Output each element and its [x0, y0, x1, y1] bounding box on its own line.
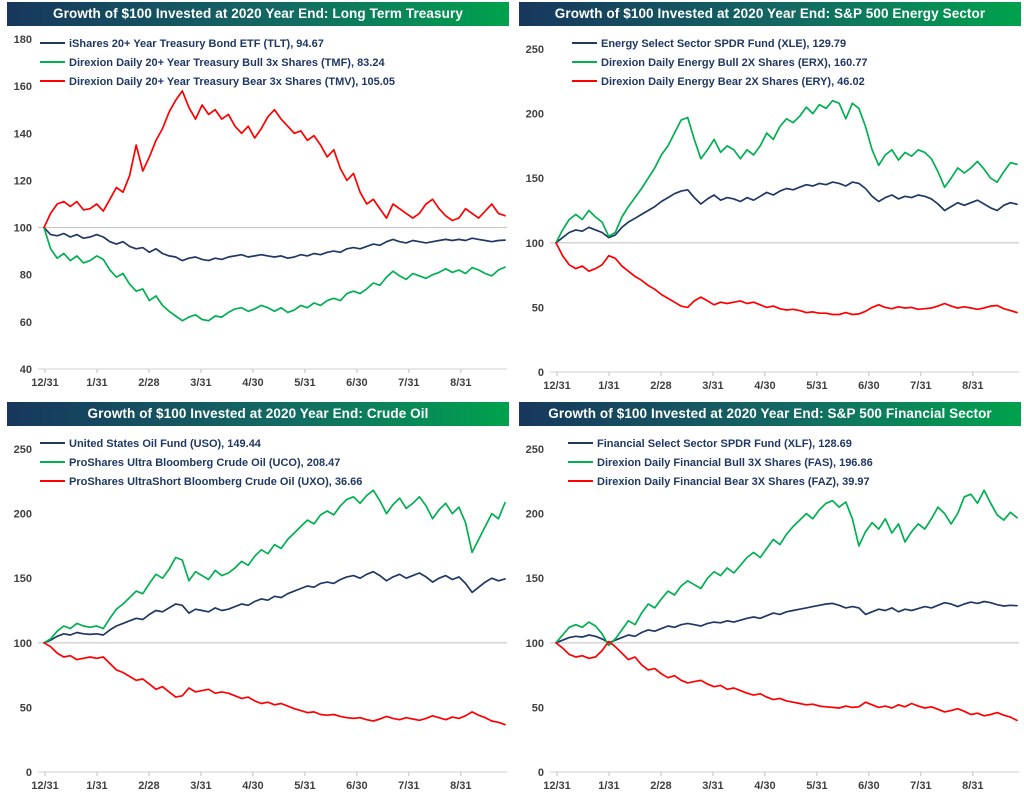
y-axis-label: 50 [532, 302, 544, 314]
x-axis-label: 5/31 [806, 380, 827, 392]
y-axis-label: 50 [20, 702, 32, 714]
y-axis-label: 160 [14, 81, 32, 93]
x-axis-label: 5/31 [806, 780, 827, 792]
y-axis-label: 180 [14, 34, 32, 46]
y-axis-label: 150 [14, 573, 32, 585]
x-axis-label: 1/31 [598, 780, 619, 792]
series-line-2 [43, 641, 506, 726]
series-line-0 [43, 570, 506, 644]
x-axis-label: 12/31 [31, 377, 59, 389]
x-axis-label: 6/30 [346, 377, 367, 389]
legend-label-2: Direxion Daily Financial Bear 3X Shares … [597, 476, 870, 488]
y-axis-label: 200 [526, 509, 544, 521]
y-axis-label: 80 [20, 270, 32, 282]
y-axis-label: 250 [526, 44, 544, 56]
legend-label-2: Direxion Daily 20+ Year Treasury Bear 3x… [69, 76, 395, 88]
y-axis-label: 100 [526, 638, 544, 650]
series-line-0 [555, 600, 1018, 644]
y-axis-label: 140 [14, 128, 32, 140]
y-axis-label: 100 [14, 638, 32, 650]
chart-title: Growth of $100 Invested at 2020 Year End… [519, 402, 1021, 426]
x-axis-label: 8/31 [450, 377, 471, 389]
chart-title: Growth of $100 Invested at 2020 Year End… [7, 402, 509, 426]
y-axis-label: 0 [538, 367, 544, 379]
x-axis-label: 2/28 [138, 780, 159, 792]
y-axis-label: 100 [526, 238, 544, 250]
series-line-0 [555, 181, 1018, 244]
x-axis-label: 7/31 [398, 780, 419, 792]
y-axis-label: 150 [526, 173, 544, 185]
x-axis-label: 1/31 [86, 377, 107, 389]
y-axis-label: 40 [20, 364, 32, 376]
legend-label-1: Direxion Daily Financial Bull 3X Shares … [597, 457, 873, 469]
series-line-1 [43, 226, 506, 322]
x-axis-label: 2/28 [650, 780, 671, 792]
x-axis-label: 3/31 [190, 780, 211, 792]
x-axis-label: 8/31 [450, 780, 471, 792]
x-axis-label: 4/30 [242, 780, 263, 792]
legend-label-1: ProShares Ultra Bloomberg Crude Oil (UCO… [69, 457, 340, 469]
x-axis-label: 12/31 [543, 780, 571, 792]
chart-canvas-crude-oil: 12/31 1/31 2/28 3/31 4/30 5/31 6/30 7/31 8/31 250… [14, 438, 507, 792]
series-line-1 [555, 99, 1018, 244]
x-axis-label: 4/30 [754, 780, 775, 792]
chart-canvas-energy-sector: 12/31 1/31 2/28 3/31 4/30 5/31 6/30 7/31 8/31 250… [526, 38, 1019, 392]
x-axis-label: 7/31 [910, 380, 931, 392]
x-axis-label: 7/31 [398, 377, 419, 389]
x-axis-label: 1/31 [598, 380, 619, 392]
legend-label-1: Direxion Daily Energy Bull 2X Shares (ER… [601, 57, 868, 69]
legend-label-0: Financial Select Sector SPDR Fund (XLF),… [597, 438, 852, 450]
x-axis-label: 12/31 [543, 380, 571, 392]
x-axis-label: 2/28 [650, 380, 671, 392]
x-axis-label: 8/31 [962, 780, 983, 792]
series-line-0 [43, 226, 506, 262]
x-axis-label: 3/31 [190, 377, 211, 389]
x-axis-label: 7/31 [910, 780, 931, 792]
x-axis-label: 5/31 [294, 377, 315, 389]
chart-canvas-long-term-treasury: 12/31 1/31 2/28 3/31 4/30 5/31 6/30 7/31 8/31 180… [14, 34, 507, 389]
legend-label-0: Energy Select Sector SPDR Fund (XLE), 12… [601, 38, 846, 50]
y-axis-label: 50 [532, 702, 544, 714]
chart-panel-crude-oil: Growth of $100 Invested at 2020 Year End… [0, 400, 512, 800]
y-axis-label: 0 [538, 767, 544, 779]
chart-panel-long-term-treasury: Growth of $100 Invested at 2020 Year End… [0, 0, 512, 400]
x-axis-label: 12/31 [31, 780, 59, 792]
y-axis-label: 200 [14, 509, 32, 521]
y-axis-label: 100 [14, 223, 32, 235]
x-axis-label: 1/31 [86, 780, 107, 792]
chart-panel-energy-sector: Growth of $100 Invested at 2020 Year End… [512, 0, 1024, 400]
x-axis-label: 5/31 [294, 780, 315, 792]
x-axis-label: 6/30 [346, 780, 367, 792]
x-axis-label: 3/31 [702, 780, 723, 792]
y-axis-label: 0 [26, 767, 32, 779]
chart-title: Growth of $100 Invested at 2020 Year End… [7, 2, 509, 26]
legend-label-0: iShares 20+ Year Treasury Bond ETF (TLT)… [69, 38, 324, 50]
legend-label-2: Direxion Daily Energy Bear 2X Shares (ER… [601, 76, 865, 88]
x-axis-label: 4/30 [754, 380, 775, 392]
y-axis-label: 150 [526, 573, 544, 585]
series-line-2 [555, 640, 1018, 722]
y-axis-label: 200 [526, 109, 544, 121]
series-line-2 [555, 241, 1018, 316]
x-axis-label: 2/28 [138, 377, 159, 389]
legend-label-1: Direxion Daily 20+ Year Treasury Bull 3x… [69, 57, 385, 69]
series-line-1 [43, 489, 506, 644]
y-axis-label: 250 [14, 444, 32, 456]
series-line-2 [43, 90, 506, 229]
x-axis-label: 3/31 [702, 380, 723, 392]
chart-canvas-financial-sector: 12/31 1/31 2/28 3/31 4/30 5/31 6/30 7/31 8/31 250… [526, 438, 1019, 792]
chart-panel-financial-sector: Growth of $100 Invested at 2020 Year End… [512, 400, 1024, 800]
legend-label-0: United States Oil Fund (USO), 149.44 [69, 438, 262, 450]
x-axis-label: 6/30 [858, 380, 879, 392]
x-axis-label: 6/30 [858, 780, 879, 792]
series-line-1 [555, 489, 1018, 647]
y-axis-label: 120 [14, 175, 32, 187]
chart-title: Growth of $100 Invested at 2020 Year End… [519, 2, 1021, 26]
x-axis-label: 8/31 [962, 380, 983, 392]
legend-label-2: ProShares UltraShort Bloomberg Crude Oil… [69, 476, 362, 488]
x-axis-label: 4/30 [242, 377, 263, 389]
y-axis-label: 250 [526, 444, 544, 456]
y-axis-label: 60 [20, 317, 32, 329]
